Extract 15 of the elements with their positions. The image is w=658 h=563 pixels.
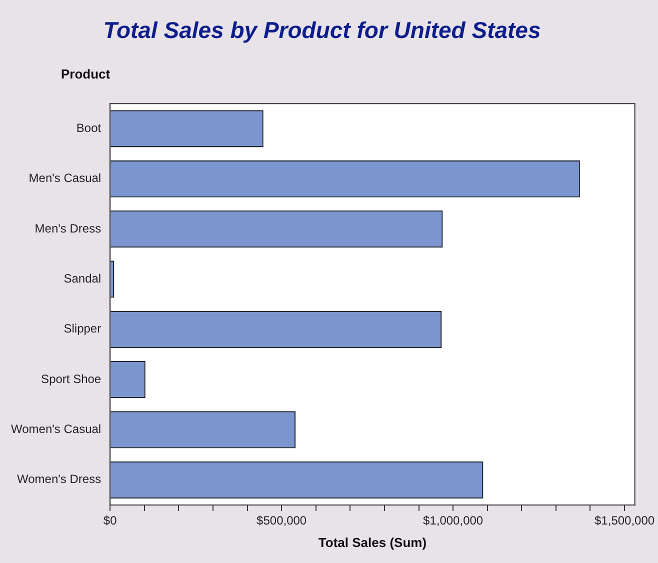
x-axis-title: Total Sales (Sum) <box>318 534 427 550</box>
x-tick-label: $500,000 <box>256 514 307 528</box>
y-tick-label: Sandal <box>64 272 102 286</box>
y-tick-label: Women's Casual <box>10 422 102 436</box>
y-axis-title: Product <box>60 66 111 82</box>
y-tick-label: Sport Shoe <box>41 372 102 386</box>
x-tick-label: $0 <box>103 514 118 528</box>
x-tick-label: $1,500,000 <box>594 514 655 528</box>
y-tick-label: Boot <box>76 121 102 135</box>
y-tick-label: Men's Casual <box>28 171 102 186</box>
y-tick-label: Men's Dress <box>34 221 102 236</box>
y-tick-label: Women's Dress <box>17 472 102 486</box>
chart-title: Total Sales by Product for United States <box>103 17 541 44</box>
y-tick-label: Slipper <box>64 322 102 336</box>
x-tick-label: $1,000,000 <box>423 514 484 528</box>
